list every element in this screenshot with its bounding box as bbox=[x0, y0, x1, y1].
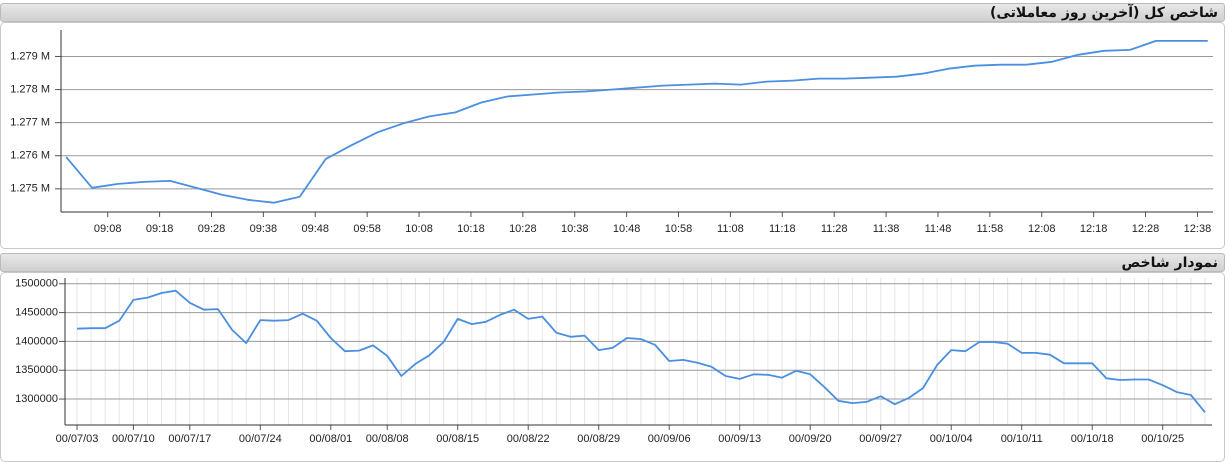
x-tick-label: 11:58 bbox=[977, 223, 1004, 235]
y-tick-label: 1.279 M bbox=[10, 50, 50, 62]
x-tick-label: 09:28 bbox=[198, 223, 226, 235]
line bbox=[76, 289, 1206, 413]
x-tick-label: 12:28 bbox=[1132, 223, 1160, 235]
x-tick-label: 00/08/29 bbox=[577, 433, 620, 445]
x-tick-label: 10:18 bbox=[457, 223, 485, 235]
x-tick-label: 10:08 bbox=[405, 223, 433, 235]
x-tick-label: 10:28 bbox=[509, 223, 537, 235]
x-tick-label: 09:48 bbox=[302, 223, 330, 235]
x-tick-label: 00/10/11 bbox=[1001, 433, 1043, 445]
x-tick-label: 12:18 bbox=[1080, 223, 1108, 235]
y-tick-label: 1.278 M bbox=[10, 83, 50, 95]
x-tick-label: 09:18 bbox=[146, 223, 174, 235]
x-tick-label: 00/07/10 bbox=[112, 433, 155, 445]
x-tick-label: 00/09/06 bbox=[648, 433, 691, 445]
x-tick-label: 00/09/13 bbox=[718, 433, 761, 445]
x-tick-label: 00/08/22 bbox=[507, 433, 550, 445]
x-tick-label: 11:18 bbox=[769, 223, 796, 235]
y-tick-label: 1350000 bbox=[15, 364, 58, 376]
x-tick-label: 00/07/17 bbox=[168, 433, 211, 445]
y-tick-label: 1.277 M bbox=[10, 117, 50, 129]
x-tick-label: 00/08/08 bbox=[366, 433, 409, 445]
x-tick-label: 12:38 bbox=[1184, 223, 1212, 235]
x-tick-label: 10:58 bbox=[665, 223, 693, 235]
panel-header: نمودار شاخص bbox=[0, 253, 1225, 272]
chart-title: شاخص کل (آخرین روز معاملاتی) bbox=[990, 5, 1218, 21]
x-tick-label: 00/08/01 bbox=[309, 433, 352, 445]
x-tick-label: 00/09/20 bbox=[789, 433, 832, 445]
line bbox=[65, 40, 1208, 204]
x-tick-label: 10:48 bbox=[613, 223, 641, 235]
x-tick-label: 00/07/03 bbox=[56, 433, 99, 445]
chart-panel bbox=[0, 22, 1225, 249]
x-tick-label: 00/10/25 bbox=[1141, 433, 1184, 445]
x-tick-label: 10:38 bbox=[561, 223, 589, 235]
x-tick-label: 09:58 bbox=[353, 223, 381, 235]
y-tick-label: 1500000 bbox=[15, 278, 58, 290]
y-tick-label: 1400000 bbox=[15, 335, 58, 347]
y-tick-label: 1.276 M bbox=[10, 150, 50, 162]
x-tick-label: 12:08 bbox=[1028, 223, 1056, 235]
x-tick-label: 00/07/24 bbox=[239, 433, 282, 445]
x-tick-label: 00/10/04 bbox=[930, 433, 973, 445]
x-tick-label: 11:48 bbox=[925, 223, 952, 235]
x-tick-label: 09:08 bbox=[94, 223, 122, 235]
y-tick-label: 1300000 bbox=[15, 393, 58, 405]
panel-header: شاخص کل (آخرین روز معاملاتی) bbox=[0, 3, 1225, 22]
x-tick-label: 11:38 bbox=[873, 223, 900, 235]
y-tick-label: 1.275 M bbox=[10, 183, 50, 195]
x-tick-label: 00/08/15 bbox=[436, 433, 479, 445]
chart-title: نمودار شاخص bbox=[1121, 255, 1218, 271]
y-tick-label: 1450000 bbox=[15, 306, 58, 318]
x-tick-label: 00/10/18 bbox=[1071, 433, 1114, 445]
x-tick-label: 11:08 bbox=[717, 223, 744, 235]
x-tick-label: 11:28 bbox=[821, 223, 848, 235]
x-tick-label: 00/09/27 bbox=[859, 433, 902, 445]
x-tick-label: 09:38 bbox=[250, 223, 278, 235]
